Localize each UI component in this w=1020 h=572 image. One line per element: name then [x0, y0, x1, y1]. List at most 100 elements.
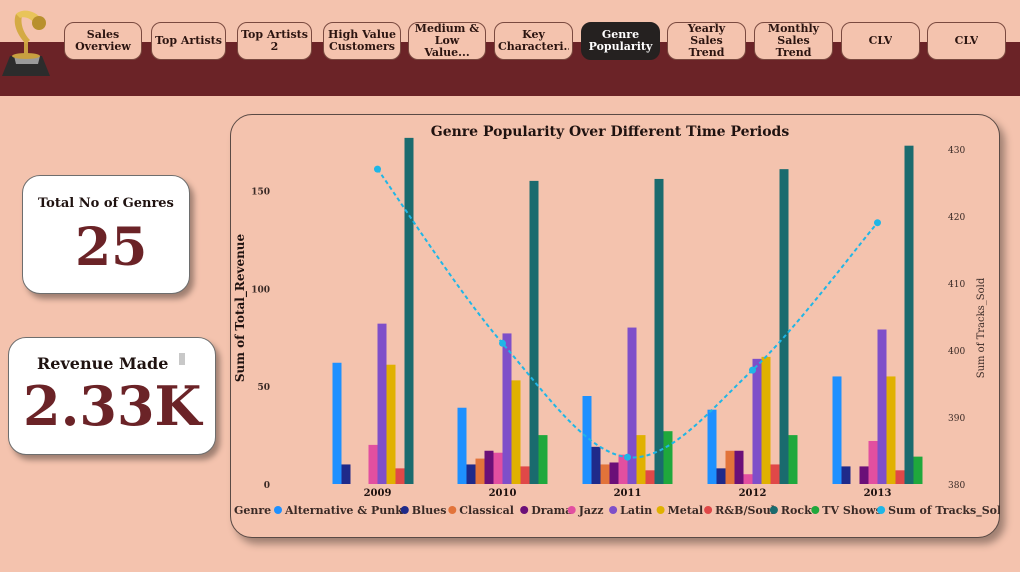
- bar-2009-8: [404, 137, 414, 484]
- legend-label-5: Latin: [620, 504, 652, 517]
- y2-tick-label: 400: [948, 347, 965, 357]
- y-tick-label: 100: [251, 285, 270, 295]
- tab-label: Top Artists 2: [241, 29, 308, 53]
- tab-4[interactable]: High Value Customers: [323, 22, 401, 60]
- tab-2[interactable]: Top Artists: [151, 22, 226, 60]
- bar-2009-7: [395, 468, 405, 484]
- tab-8[interactable]: Yearly Sales Trend: [667, 22, 746, 60]
- bar-2010-7: [520, 466, 530, 484]
- gramophone-trophy-icon: [2, 6, 62, 78]
- legend-marker-1: [400, 506, 409, 514]
- bar-2009-4: [368, 444, 378, 484]
- y-tick-label: 50: [257, 383, 270, 393]
- bar-2010-5: [502, 333, 512, 484]
- bar-2011-0: [582, 396, 592, 484]
- legend-marker-6: [656, 506, 665, 514]
- x-tick-label: 2009: [364, 488, 392, 499]
- bar-2010-8: [529, 180, 539, 484]
- bar-2013-4: [868, 440, 878, 484]
- legend-label-1: Blues: [412, 504, 447, 517]
- legend-label-8: Rock: [781, 504, 812, 517]
- y2-tick-label: 410: [948, 280, 965, 290]
- tab-5[interactable]: Medium & Low Value...: [408, 22, 486, 60]
- legend-marker-5: [609, 506, 618, 514]
- genres-kpi-label: Total No of Genres: [38, 196, 174, 211]
- bar-2013-1: [841, 466, 851, 484]
- legend-label-0: Alternative & Punk: [284, 504, 403, 517]
- top-navigation: Sales Overview Top Artists Top Artists 2 Hi…: [0, 0, 1020, 96]
- bar-2012-5: [752, 358, 762, 484]
- legend-label-9: TV Shows: [822, 504, 882, 517]
- y2-tick-label: 380: [948, 481, 965, 491]
- bar-2011-2: [600, 464, 610, 484]
- tab-label: Genre Popularity: [588, 29, 653, 53]
- bar-2011-5: [627, 327, 637, 484]
- bar-2011-9: [663, 431, 673, 484]
- bar-2012-8: [779, 169, 789, 484]
- y-tick-label: 150: [251, 188, 270, 198]
- revenue-kpi-value: 2.33K: [23, 374, 202, 438]
- tab-label: CLV: [868, 35, 893, 47]
- bar-2009-1: [341, 464, 351, 484]
- legend-label-2: Classical: [459, 504, 514, 517]
- tracks-sold-point-2009: [374, 165, 381, 173]
- legend-marker-0: [274, 506, 282, 514]
- tracks-sold-point-2013: [874, 219, 881, 227]
- bar-2012-9: [788, 435, 798, 484]
- tab-7[interactable]: Genre Popularity: [581, 22, 660, 60]
- legend-marker-2: [448, 506, 457, 514]
- genres-kpi-card: Total No of Genres 25: [22, 175, 190, 294]
- bar-2013-9: [913, 456, 923, 484]
- bar-2010-4: [493, 452, 503, 484]
- bar-2012-3: [734, 450, 744, 484]
- bar-2010-2: [475, 458, 485, 484]
- x-tick-label: 2013: [864, 488, 892, 499]
- bar-2011-3: [609, 462, 619, 484]
- chart-title: Genre Popularity Over Different Time Per…: [431, 124, 790, 140]
- revenue-kpi-card: Revenue Made 2.33K: [8, 337, 216, 455]
- bar-2012-0: [707, 409, 717, 484]
- tab-11[interactable]: CLV: [927, 22, 1006, 60]
- y2-tick-label: 420: [948, 213, 965, 223]
- tab-label: High Value Customers: [328, 29, 396, 53]
- bar-2011-1: [591, 446, 601, 484]
- bar-2009-6: [386, 364, 396, 484]
- tab-label: Top Artists: [155, 35, 222, 47]
- genre-popularity-chart: Genre Popularity Over Different Time Per…: [233, 124, 1000, 518]
- bar-2009-5: [377, 323, 387, 484]
- tracks-sold-point-2012: [749, 366, 756, 374]
- bar-2012-7: [770, 464, 780, 484]
- bar-2013-3: [859, 466, 869, 484]
- genre-popularity-chart-card: Genre Popularity Over Different Time Per…: [230, 114, 1000, 538]
- tracks-sold-point-2010: [499, 339, 506, 347]
- x-tick-label: 2012: [739, 488, 767, 499]
- legend-marker-3: [520, 506, 529, 514]
- bar-2009-0: [332, 362, 342, 484]
- legend-marker-9: [811, 506, 820, 514]
- bar-2010-9: [538, 435, 548, 484]
- bar-2010-6: [511, 380, 521, 484]
- legend-label-4: Jazz: [578, 504, 604, 517]
- tab-label: Sales Overview: [75, 29, 131, 53]
- bar-2012-1: [716, 468, 726, 484]
- revenue-indicator-icon: [179, 353, 185, 365]
- y2-tick-label: 430: [948, 146, 965, 156]
- bar-2010-1: [466, 464, 476, 484]
- bar-2011-8: [654, 178, 664, 484]
- tab-1[interactable]: Sales Overview: [64, 22, 142, 60]
- tab-10[interactable]: CLV: [841, 22, 920, 60]
- tab-label: Yearly Sales Trend: [687, 23, 726, 59]
- bar-2010-3: [484, 450, 494, 484]
- bar-2011-4: [618, 454, 628, 484]
- tab-6[interactable]: Key Characteri...: [494, 22, 573, 60]
- legend-label-7: R&B/Soul: [715, 504, 775, 517]
- bar-2013-5: [877, 329, 887, 484]
- tab-9[interactable]: Monthly Sales Trend: [754, 22, 833, 60]
- bar-2012-4: [743, 474, 753, 484]
- bar-2011-7: [645, 470, 655, 484]
- bar-2013-0: [832, 376, 842, 484]
- tab-3[interactable]: Top Artists 2: [237, 22, 312, 60]
- legend-marker-10: [877, 506, 886, 514]
- tab-label: CLV: [954, 35, 979, 47]
- x-tick-label: 2011: [614, 488, 642, 499]
